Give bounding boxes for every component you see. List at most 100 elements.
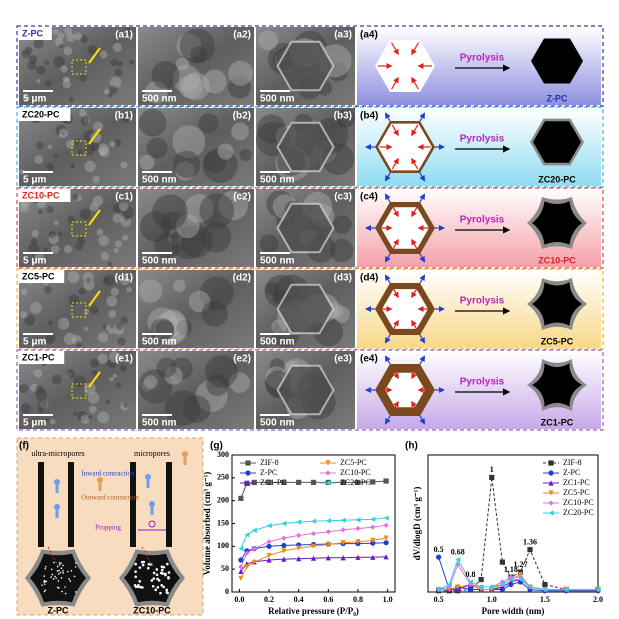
sem-texture [120,276,130,286]
sem-texture [23,314,36,326]
pore-dot [167,571,171,574]
sem-texture [199,276,234,311]
data-point [340,527,346,533]
data-point [238,564,244,570]
pore-dot [146,566,150,570]
product-shape [531,38,583,84]
sem-texture [73,375,86,388]
particle [30,553,86,603]
sem-texture [117,60,124,67]
sem-texture [53,220,59,226]
sem-texture [173,279,186,292]
sem-texture [57,317,70,330]
inward-arrow [411,206,418,218]
data-point [244,550,250,556]
data-point [383,540,389,546]
sem-texture [76,149,83,155]
data-point [310,530,317,537]
legend-marker [548,500,554,506]
pore-dot [58,569,60,572]
legend-marker [245,460,251,466]
image-tag: (d3) [334,273,352,284]
sem-texture [83,117,91,124]
sem-texture [179,28,215,64]
scheme-text: Propping [95,524,121,532]
sem-texture [203,150,226,173]
sem-texture [33,368,43,378]
selection-box [71,221,87,237]
data-point [340,517,346,523]
data-point [370,554,376,560]
product-shape [532,282,582,326]
data-point [325,529,331,535]
outward-arrow [384,274,391,284]
legend-marker [325,480,331,486]
sem-texture [162,317,187,342]
selection-box [71,140,87,156]
pore-dot [165,590,169,594]
sem-texture [62,79,72,89]
sem-texture [228,60,254,86]
sem-texture [109,76,122,89]
sem-texture [73,411,78,416]
image-tag: (c2) [233,192,251,203]
pore-dot [137,585,140,589]
sem-texture [48,230,56,239]
pore-dot [58,561,61,564]
sem-texture [44,333,56,345]
legend-marker [548,460,554,466]
sem-texture [35,385,44,395]
sem-texture [180,225,213,258]
selection-box [71,59,87,75]
pore-dot [59,571,62,574]
pore-dot [156,586,160,589]
arrow-text: Pyrolysis [460,296,505,307]
outward-arrow [419,415,426,425]
sem-texture [51,245,60,254]
legend-label: ZC20-PC [340,478,371,487]
row-label-bg [19,351,65,364]
sem-texture [30,237,38,245]
data-point [238,568,244,575]
panel-tag: (g) [210,441,223,452]
sem-texture [120,316,129,325]
sem-texture [239,149,252,162]
sem-texture [160,211,188,239]
sem-texture [55,124,67,136]
sem-texture [333,306,350,323]
row-label-bg [19,27,52,40]
data-point [251,527,257,533]
sem-texture [69,163,75,169]
legend-label: ZC5-PC [563,488,590,497]
pore-dot [60,562,62,564]
sem-texture [77,236,86,245]
sem-texture [63,46,73,56]
data-point [467,586,474,593]
pore-dot [160,565,164,569]
pore-dot [43,583,46,585]
sem-texture [271,319,287,335]
row-border [16,349,604,431]
data-point [467,581,474,588]
panel-tag: (h) [405,441,418,452]
pore-dot [44,565,47,568]
sem-texture [79,74,87,82]
sem-texture [62,76,69,83]
y-tick-label: 200 [217,495,229,504]
sem-texture [58,133,64,138]
sem-texture [107,92,113,98]
outward-arrow [384,355,391,365]
sem-texture [159,309,187,337]
pore-dot [64,586,66,588]
pore-dot [162,565,166,569]
arrow-text: Pyrolysis [460,215,505,226]
data-point [489,584,495,590]
sem-texture [138,369,173,404]
inward-arrow [411,288,418,299]
pore-dot [157,579,161,582]
sem-texture [74,32,82,41]
sem-texture [65,368,76,379]
data-point [370,537,376,543]
pore-dot [155,573,159,577]
image-tag: (e2) [233,354,251,365]
